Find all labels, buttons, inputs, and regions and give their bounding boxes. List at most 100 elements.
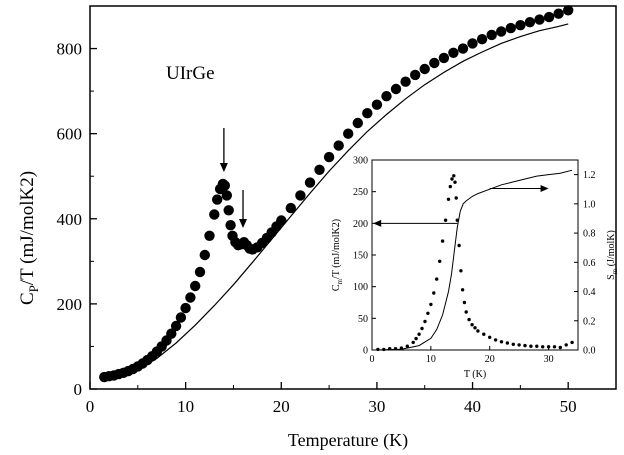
main-fit-curve	[104, 23, 569, 379]
inset-data-point	[432, 291, 436, 295]
inset-data-point	[505, 341, 510, 345]
inset-data-point	[438, 259, 442, 263]
inset-data-point	[464, 310, 468, 314]
main-data-point	[534, 14, 545, 25]
inset-right-y-tick-label: 0.8	[583, 229, 596, 240]
inset-data-point	[564, 343, 568, 347]
inset-data-point	[529, 344, 533, 348]
inset-x-tick-label: 20	[485, 354, 495, 365]
inset-data-point	[411, 340, 415, 345]
inset-left-y-tick-label: 150	[353, 251, 368, 262]
main-data-point	[323, 151, 335, 163]
inset-tick-labels: 0 10 20 300501001502002503000.00.20.40.60.8…	[353, 156, 596, 366]
inset-arrows	[373, 185, 549, 227]
main-y-axis-label-rest: /T (mJ/molK2)	[17, 171, 38, 285]
main-data-point	[314, 164, 325, 175]
main-data-point	[304, 177, 316, 188]
inset-right-y-tick-label: 0.6	[583, 258, 596, 269]
main-data-point	[209, 209, 220, 220]
inset-data-point	[523, 343, 527, 348]
main-y-tick-label: 400	[57, 210, 83, 229]
inset-data-point	[488, 335, 492, 339]
inset-entropy-curve	[377, 169, 573, 351]
main-y-tick-label: 0	[74, 380, 83, 399]
main-x-tick-label: 40	[464, 397, 481, 416]
inset-right-y-tick-label: 0.4	[583, 287, 596, 298]
inset-left-y-axis-label-main: C	[331, 284, 342, 291]
main-data-point	[390, 83, 402, 95]
inset-data-point	[405, 344, 409, 348]
inset-data-point	[546, 345, 551, 349]
inset-data-point	[457, 243, 461, 248]
main-data-point	[457, 43, 469, 54]
main-x-axis-label: Temperature (K)	[288, 430, 408, 451]
main-data-point	[225, 220, 236, 231]
inset-data-point	[417, 332, 421, 336]
main-data-point	[563, 5, 574, 16]
inset-data-point	[382, 347, 386, 352]
inset-data-point	[470, 323, 474, 327]
main-data-point	[170, 320, 182, 332]
inset-data-point	[376, 347, 380, 352]
inset-data-point	[493, 338, 498, 342]
inset-right-y-tick-label: 1.0	[583, 199, 596, 210]
inset-arrow-head	[373, 219, 382, 227]
main-data-point	[199, 249, 210, 261]
inset-data-point	[399, 346, 404, 350]
main-y-axis-label: CP/T (mJ/molK2)	[17, 171, 41, 305]
main-data-point	[476, 34, 488, 45]
inset-data-point	[453, 180, 457, 184]
main-ticks	[89, 47, 569, 390]
inset-data-point	[414, 336, 418, 341]
main-data-point	[221, 190, 232, 201]
inset-data-point	[429, 302, 433, 307]
inset-data-point	[552, 345, 557, 349]
inset-left-y-axis-label-rest: /T (mJ/molK2)	[331, 219, 342, 279]
main-data-point	[194, 266, 206, 278]
inset-x-tick-label: 30	[544, 354, 554, 365]
inset-left-y-axis-label-sub: m	[336, 278, 344, 284]
main-data-point	[212, 194, 223, 205]
inset-data-point	[393, 347, 398, 351]
main-y-axis-label-main: C	[17, 292, 38, 305]
main-data-point	[276, 215, 287, 226]
inset-right-y-axis-label-rest: (J/molK)	[606, 230, 617, 269]
main-data-point	[352, 117, 363, 129]
main-data-point	[553, 8, 564, 19]
main-data-point	[524, 17, 536, 28]
inset-left-y-tick-label: 0	[363, 346, 368, 357]
main-arrows	[219, 128, 248, 228]
main-data-point	[467, 38, 478, 49]
inset-data-point	[452, 174, 456, 178]
inset-data-point	[420, 326, 424, 331]
inset-x-tick-label: 10	[426, 354, 436, 365]
main-data-point	[515, 20, 526, 31]
main-data-point	[180, 302, 191, 314]
main-data-point	[419, 63, 430, 75]
main-data-points	[99, 5, 574, 383]
main-data-point	[343, 128, 354, 139]
inset-data-point	[388, 347, 392, 351]
inset-right-y-tick-label: 0.0	[583, 346, 596, 357]
inset-data-point	[448, 184, 452, 189]
inset-left-y-axis-label: Cm/T (mJ/molK2)	[331, 219, 344, 291]
inset-data-point	[558, 345, 562, 350]
main-arrow-head	[219, 163, 228, 172]
main-data-point	[223, 205, 234, 216]
main-x-tick-label: 0	[86, 397, 95, 416]
main-data-point	[505, 22, 516, 34]
inset-data-point	[455, 218, 459, 222]
inset-data-point	[570, 340, 574, 345]
inset-left-y-tick-label: 50	[358, 314, 368, 325]
main-data-point	[285, 202, 296, 214]
inset-entropy-line	[377, 169, 573, 351]
main-data-point	[400, 76, 411, 87]
main-data-point	[438, 52, 450, 64]
main-data-point	[362, 108, 373, 119]
main-plot-frame	[89, 5, 617, 390]
inset-plot: 0 10 20 300501001502002503000.00.20.40.60.8…	[331, 156, 619, 381]
main-data-point	[166, 328, 177, 339]
inset-right-y-tick-label: 0.2	[583, 316, 596, 327]
